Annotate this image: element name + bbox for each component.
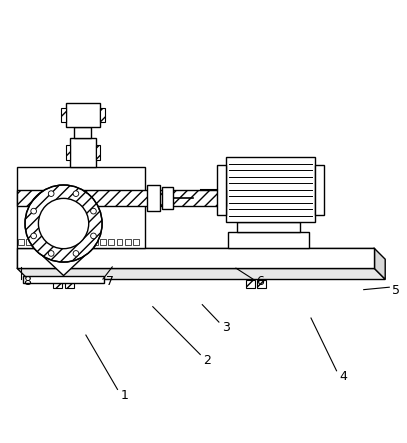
Text: 3: 3 [222,321,230,334]
Circle shape [25,185,102,262]
Bar [34,239,40,245]
Bar [100,239,106,245]
Bar [61,108,66,122]
Circle shape [31,233,37,239]
Text: 4: 4 [339,370,347,383]
Text: 8: 8 [23,275,31,288]
Circle shape [48,191,54,196]
Bar [237,222,300,233]
Bar [258,280,266,288]
Text: 1: 1 [120,389,128,402]
Circle shape [73,191,79,196]
Bar [217,164,226,215]
Bar [162,187,173,209]
Polygon shape [374,248,385,280]
Bar [315,164,324,215]
Bar [100,108,105,122]
Bar [228,233,309,248]
Polygon shape [31,245,96,276]
Bar [18,239,24,245]
Bar [26,239,32,245]
Bar [84,239,90,245]
Circle shape [48,251,54,256]
Circle shape [91,233,96,239]
Bar [53,280,62,288]
Bar [67,239,73,245]
Bar [74,127,92,138]
Polygon shape [17,268,385,280]
Text: 5: 5 [392,284,400,297]
Bar [133,239,139,245]
Bar [17,190,226,206]
Bar [108,239,114,245]
Bar [147,186,160,210]
Circle shape [73,251,79,256]
Bar [23,276,104,283]
Bar [70,138,96,167]
Bar [65,280,74,288]
Bar [96,145,100,159]
Text: 7: 7 [106,275,114,288]
Text: 6: 6 [256,275,264,288]
Bar [66,103,100,127]
Bar [17,248,374,268]
Circle shape [31,208,37,214]
Bar [59,239,65,245]
Bar [51,239,57,245]
Bar [246,280,255,288]
Bar [42,239,48,245]
Bar [17,248,374,268]
Text: 2: 2 [204,354,212,367]
Bar [75,239,81,245]
Bar [92,239,98,245]
Bar [226,157,315,222]
Bar [66,145,70,159]
Bar [17,167,144,248]
Circle shape [91,208,96,214]
Bar [117,239,123,245]
Bar [125,239,131,245]
Circle shape [38,198,89,249]
